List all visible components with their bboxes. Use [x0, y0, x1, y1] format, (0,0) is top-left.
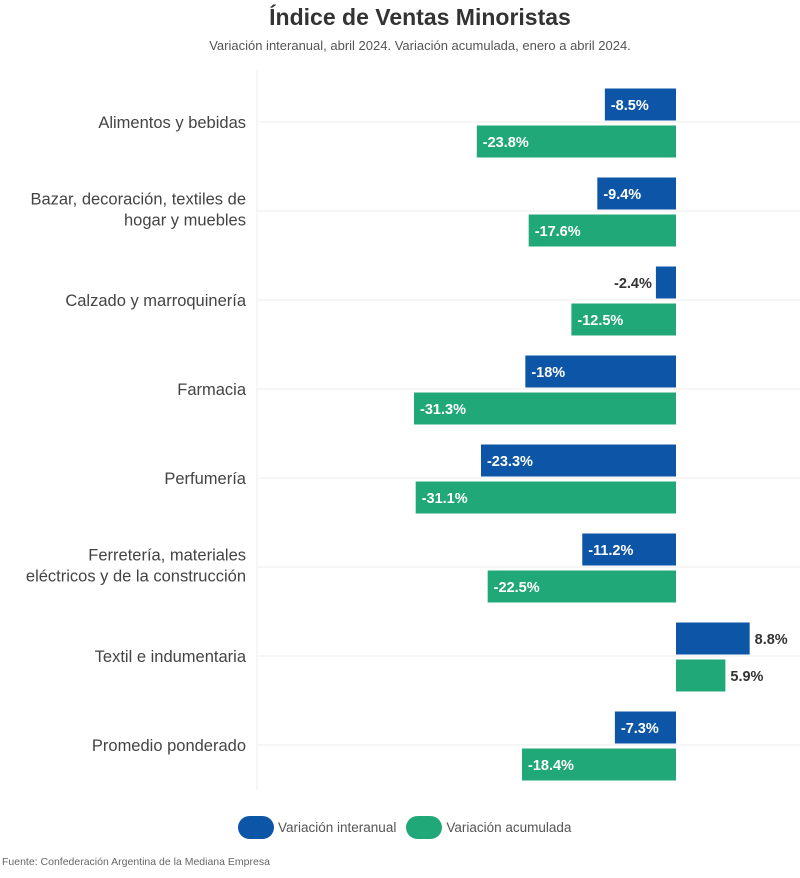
data-label: -12.5%: [577, 313, 623, 329]
data-label: 5.9%: [730, 669, 763, 685]
bar-acumulada: [676, 659, 726, 692]
data-label: -9.4%: [603, 187, 641, 203]
category-label-line: Farmacia: [177, 381, 247, 399]
legend-item-acumulada[interactable]: Variación acumulada: [406, 816, 571, 839]
bar-interanual: [655, 266, 676, 299]
bar-acumulada: [571, 303, 676, 336]
bar-interanual: [676, 622, 750, 655]
source-note: Fuente: Confederación Argentina de la Me…: [2, 856, 270, 868]
category-label: Promedio ponderado: [92, 737, 246, 755]
category-label: Ferretería, materiales eléctricos y de la…: [26, 547, 246, 586]
data-label: -22.5%: [494, 580, 540, 596]
data-label: -31.1%: [422, 491, 468, 507]
data-label: -18.4%: [528, 758, 574, 774]
data-label: -2.4%: [614, 276, 652, 292]
category-label-line: Bazar, decoración, textiles de: [30, 191, 246, 209]
category-label: Textil e indumentaria: [95, 648, 247, 666]
category-label: Alimentos y bebidas: [98, 114, 246, 132]
bar-acumulada: [414, 392, 676, 425]
data-label: -23.8%: [483, 135, 529, 151]
category-label-line: Calzado y marroquinería: [65, 292, 246, 310]
data-label: -18%: [531, 365, 565, 381]
category-label-line: Promedio ponderado: [92, 737, 246, 755]
bar-acumulada: [415, 481, 676, 514]
category-label: Bazar, decoración, textiles de hogar y mu…: [30, 191, 246, 230]
data-label: -8.5%: [611, 98, 649, 114]
bar-acumulada: [487, 570, 676, 603]
bar-interanual: [525, 355, 676, 388]
legend-item-interanual[interactable]: Variación interanual: [238, 816, 396, 839]
bar-interanual: [597, 177, 676, 210]
bar-acumulada: [521, 748, 676, 781]
category-label-line: Perfumería: [164, 470, 246, 488]
chart-title: Índice de Ventas Minoristas: [269, 4, 571, 30]
category-label-line: Alimentos y bebidas: [98, 114, 246, 132]
category-label: Perfumería: [164, 470, 246, 488]
data-label: -23.3%: [487, 454, 533, 470]
data-label: -11.2%: [588, 543, 633, 559]
category-label-line: hogar y muebles: [124, 212, 246, 230]
bar-chart: Alimentos y bebidas -8.5% -23.8% Bazar, dec…: [26, 70, 800, 790]
bar-acumulada: [476, 125, 676, 158]
category-label-line: Textil e indumentaria: [95, 648, 247, 666]
bar-interanual: [480, 444, 676, 477]
data-label: -17.6%: [535, 224, 581, 240]
data-label: -31.3%: [420, 402, 466, 418]
bar-acumulada: [528, 214, 676, 247]
category-label: Calzado y marroquinería: [65, 292, 246, 310]
legend-label-interanual: Variación interanual: [278, 820, 397, 835]
legend-swatch-acumulada: [406, 816, 443, 839]
data-label: 8.8%: [755, 632, 788, 648]
legend-label-acumulada: Variación acumulada: [446, 820, 572, 835]
category-label-line: Ferretería, materiales: [88, 547, 246, 565]
category-label-line: eléctricos y de la construcción: [26, 568, 246, 586]
category-label: Farmacia: [177, 381, 247, 399]
bar-interanual: [614, 711, 676, 744]
bar-interanual: [604, 88, 676, 121]
bar-interanual: [582, 533, 676, 566]
legend: Variación interanual Variación acumulada: [238, 816, 577, 839]
legend-swatch-interanual: [238, 816, 274, 839]
chart-subtitle: Variación interanual, abril 2024. Variac…: [209, 38, 631, 53]
data-label: -7.3%: [621, 721, 659, 737]
